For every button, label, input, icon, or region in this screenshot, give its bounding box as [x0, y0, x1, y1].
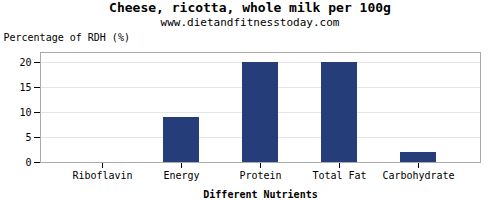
svg-text:5: 5 [25, 132, 31, 143]
svg-text:Carbohydrate: Carbohydrate [382, 170, 454, 181]
svg-text:Different Nutrients: Different Nutrients [203, 189, 317, 200]
svg-text:10: 10 [19, 107, 31, 118]
svg-text:Percentage of RDH (%): Percentage of RDH (%) [4, 32, 130, 43]
svg-text:15: 15 [19, 82, 31, 93]
svg-text:20: 20 [19, 57, 31, 68]
svg-text:0: 0 [25, 157, 31, 168]
svg-text:Riboflavin: Riboflavin [72, 170, 132, 181]
svg-text:Protein: Protein [239, 170, 281, 181]
svg-text:Energy: Energy [163, 170, 199, 181]
html-text:Cheese, ricotta, whole milk pe: Cheese, ricotta, whole milk per 100g [109, 0, 391, 15]
svg-text:Total Fat: Total Fat [312, 170, 366, 181]
html-text:www.dietandfitnesstoday.com: www.dietandfitnesstoday.com [160, 16, 340, 29]
